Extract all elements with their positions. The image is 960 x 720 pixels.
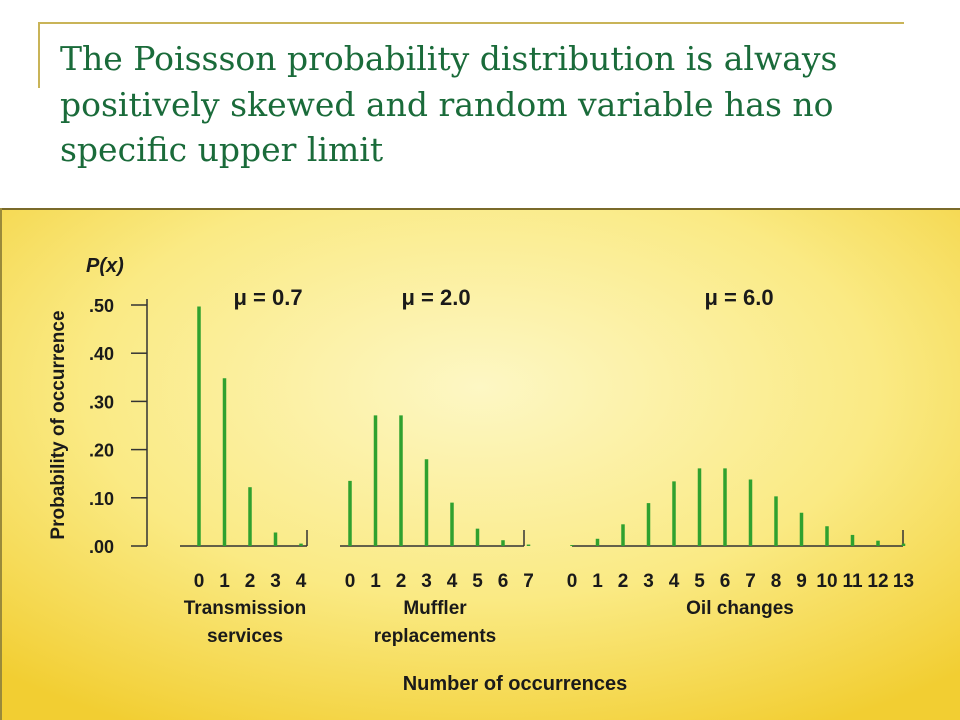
x-tick-label: 13: [893, 571, 914, 592]
shared-x-axis-label: Number of occurrences: [403, 673, 628, 695]
title-line-3: specific upper limit: [60, 130, 384, 170]
x-tick-label: 0: [567, 571, 578, 592]
x-tick-label: 11: [842, 571, 863, 592]
x-tick-label: 3: [270, 571, 281, 592]
poisson-chart: P(x) Probability of occurrence Number of…: [0, 208, 960, 720]
left-rule: [38, 22, 40, 88]
panel-title: μ = 6.0: [704, 285, 773, 310]
x-tick-label: 1: [370, 571, 381, 592]
x-tick-label: 10: [816, 571, 837, 592]
x-tick-label: 0: [194, 571, 205, 592]
x-tick-label: 9: [796, 571, 807, 592]
panel-title: μ = 0.7: [233, 285, 302, 310]
x-tick-label: 7: [745, 571, 756, 592]
x-tick-label: 8: [771, 571, 782, 592]
panel-title: μ = 2.0: [401, 285, 470, 310]
x-tick-label: 1: [592, 571, 603, 592]
panel-x-label: services: [207, 626, 283, 647]
x-tick-label: 3: [421, 571, 432, 592]
x-tick-label: 6: [498, 571, 509, 592]
x-tick-label: 0: [345, 571, 356, 592]
distribution-panel-2: μ = 2.0 0 1 2 3 4 5 6 7 Muffler replacements: [340, 285, 534, 647]
y-ticks: .00 .10 .20 .30 .40 .50: [89, 296, 147, 557]
y-tick-label: .00: [89, 537, 114, 557]
x-tick-label: 5: [694, 571, 705, 592]
x-tick-label: 3: [643, 571, 654, 592]
x-tick-label: 6: [720, 571, 731, 592]
x-tick-label: 5: [472, 571, 483, 592]
x-tick-label: 7: [523, 571, 534, 592]
x-tick-label: 1: [219, 571, 230, 592]
panel-x-label: Transmission: [184, 598, 307, 619]
x-tick-label: 4: [447, 571, 458, 592]
x-tick-label: 12: [867, 571, 888, 592]
y-axis-label: Probability of occurrence: [48, 310, 69, 539]
panel-x-label: Oil changes: [686, 598, 794, 619]
y-tick-label: .50: [89, 296, 114, 316]
x-tick-label: 2: [618, 571, 629, 592]
distribution-panel-1: μ = 0.7 0 1 2 3 4 Transmission services: [180, 285, 308, 647]
y-axis-symbol: P(x): [86, 255, 124, 277]
y-tick-label: .20: [89, 441, 114, 461]
x-tick-label: 4: [669, 571, 680, 592]
title-line-1: The Poissson probability distribution is…: [60, 39, 838, 78]
top-rule: [38, 22, 904, 24]
y-tick-label: .10: [89, 489, 114, 509]
panel-x-label: replacements: [374, 626, 497, 647]
y-tick-label: .30: [89, 392, 114, 412]
chart-panel: [0, 208, 960, 720]
panel-x-label: Muffler: [403, 598, 467, 619]
x-tick-label: 2: [396, 571, 407, 592]
chart-figure: P(x) Probability of occurrence Number of…: [0, 208, 960, 720]
title-line-2: positively skewed and random variable ha…: [60, 84, 834, 124]
y-tick-label: .40: [89, 344, 114, 364]
x-tick-label: 4: [296, 571, 307, 592]
x-tick-label: 2: [245, 571, 256, 592]
slide-title: The Poissson probability distribution is…: [60, 36, 940, 173]
